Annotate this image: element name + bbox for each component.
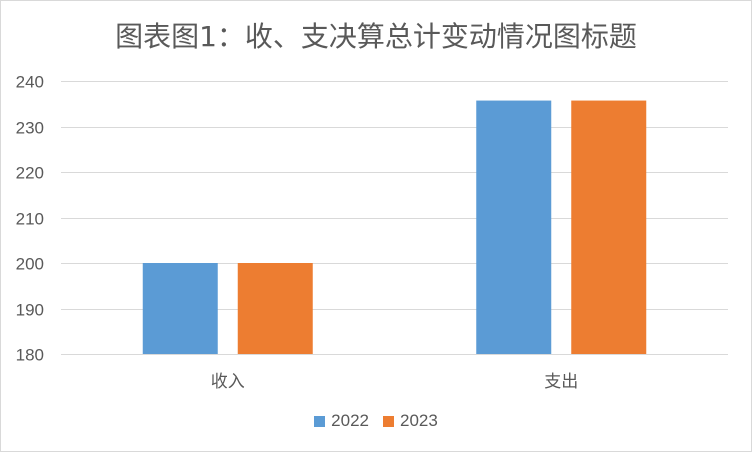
y-tick-label-230: 230 xyxy=(16,119,44,138)
bar-2023-收入 xyxy=(237,263,313,354)
legend-swatch-2023 xyxy=(383,415,394,427)
chart-title: 图表图1：收、支决算总计变动情况图标题 xyxy=(115,20,637,53)
y-tick-label-210: 210 xyxy=(16,210,44,229)
bar-2022-支出 xyxy=(476,100,552,354)
y-tick-label-200: 200 xyxy=(16,255,44,274)
legend-label-2023: 2023 xyxy=(400,411,438,430)
legend-label-2022: 2022 xyxy=(331,411,369,430)
chart-legend: 2022 2023 xyxy=(1,411,751,431)
y-tick-label-220: 220 xyxy=(16,164,44,183)
legend-item-2022: 2022 xyxy=(314,411,369,431)
y-tick-label-240: 240 xyxy=(16,73,44,92)
y-tick-label-190: 190 xyxy=(16,301,44,320)
legend-item-2023: 2023 xyxy=(383,411,438,431)
x-category-label-收入: 收入 xyxy=(211,372,245,392)
bar-2023-支出 xyxy=(571,100,647,354)
bar-2022-收入 xyxy=(142,263,218,354)
y-tick-label-180: 180 xyxy=(16,346,44,365)
legend-swatch-2022 xyxy=(314,415,326,427)
x-category-label-支出: 支出 xyxy=(544,372,578,392)
